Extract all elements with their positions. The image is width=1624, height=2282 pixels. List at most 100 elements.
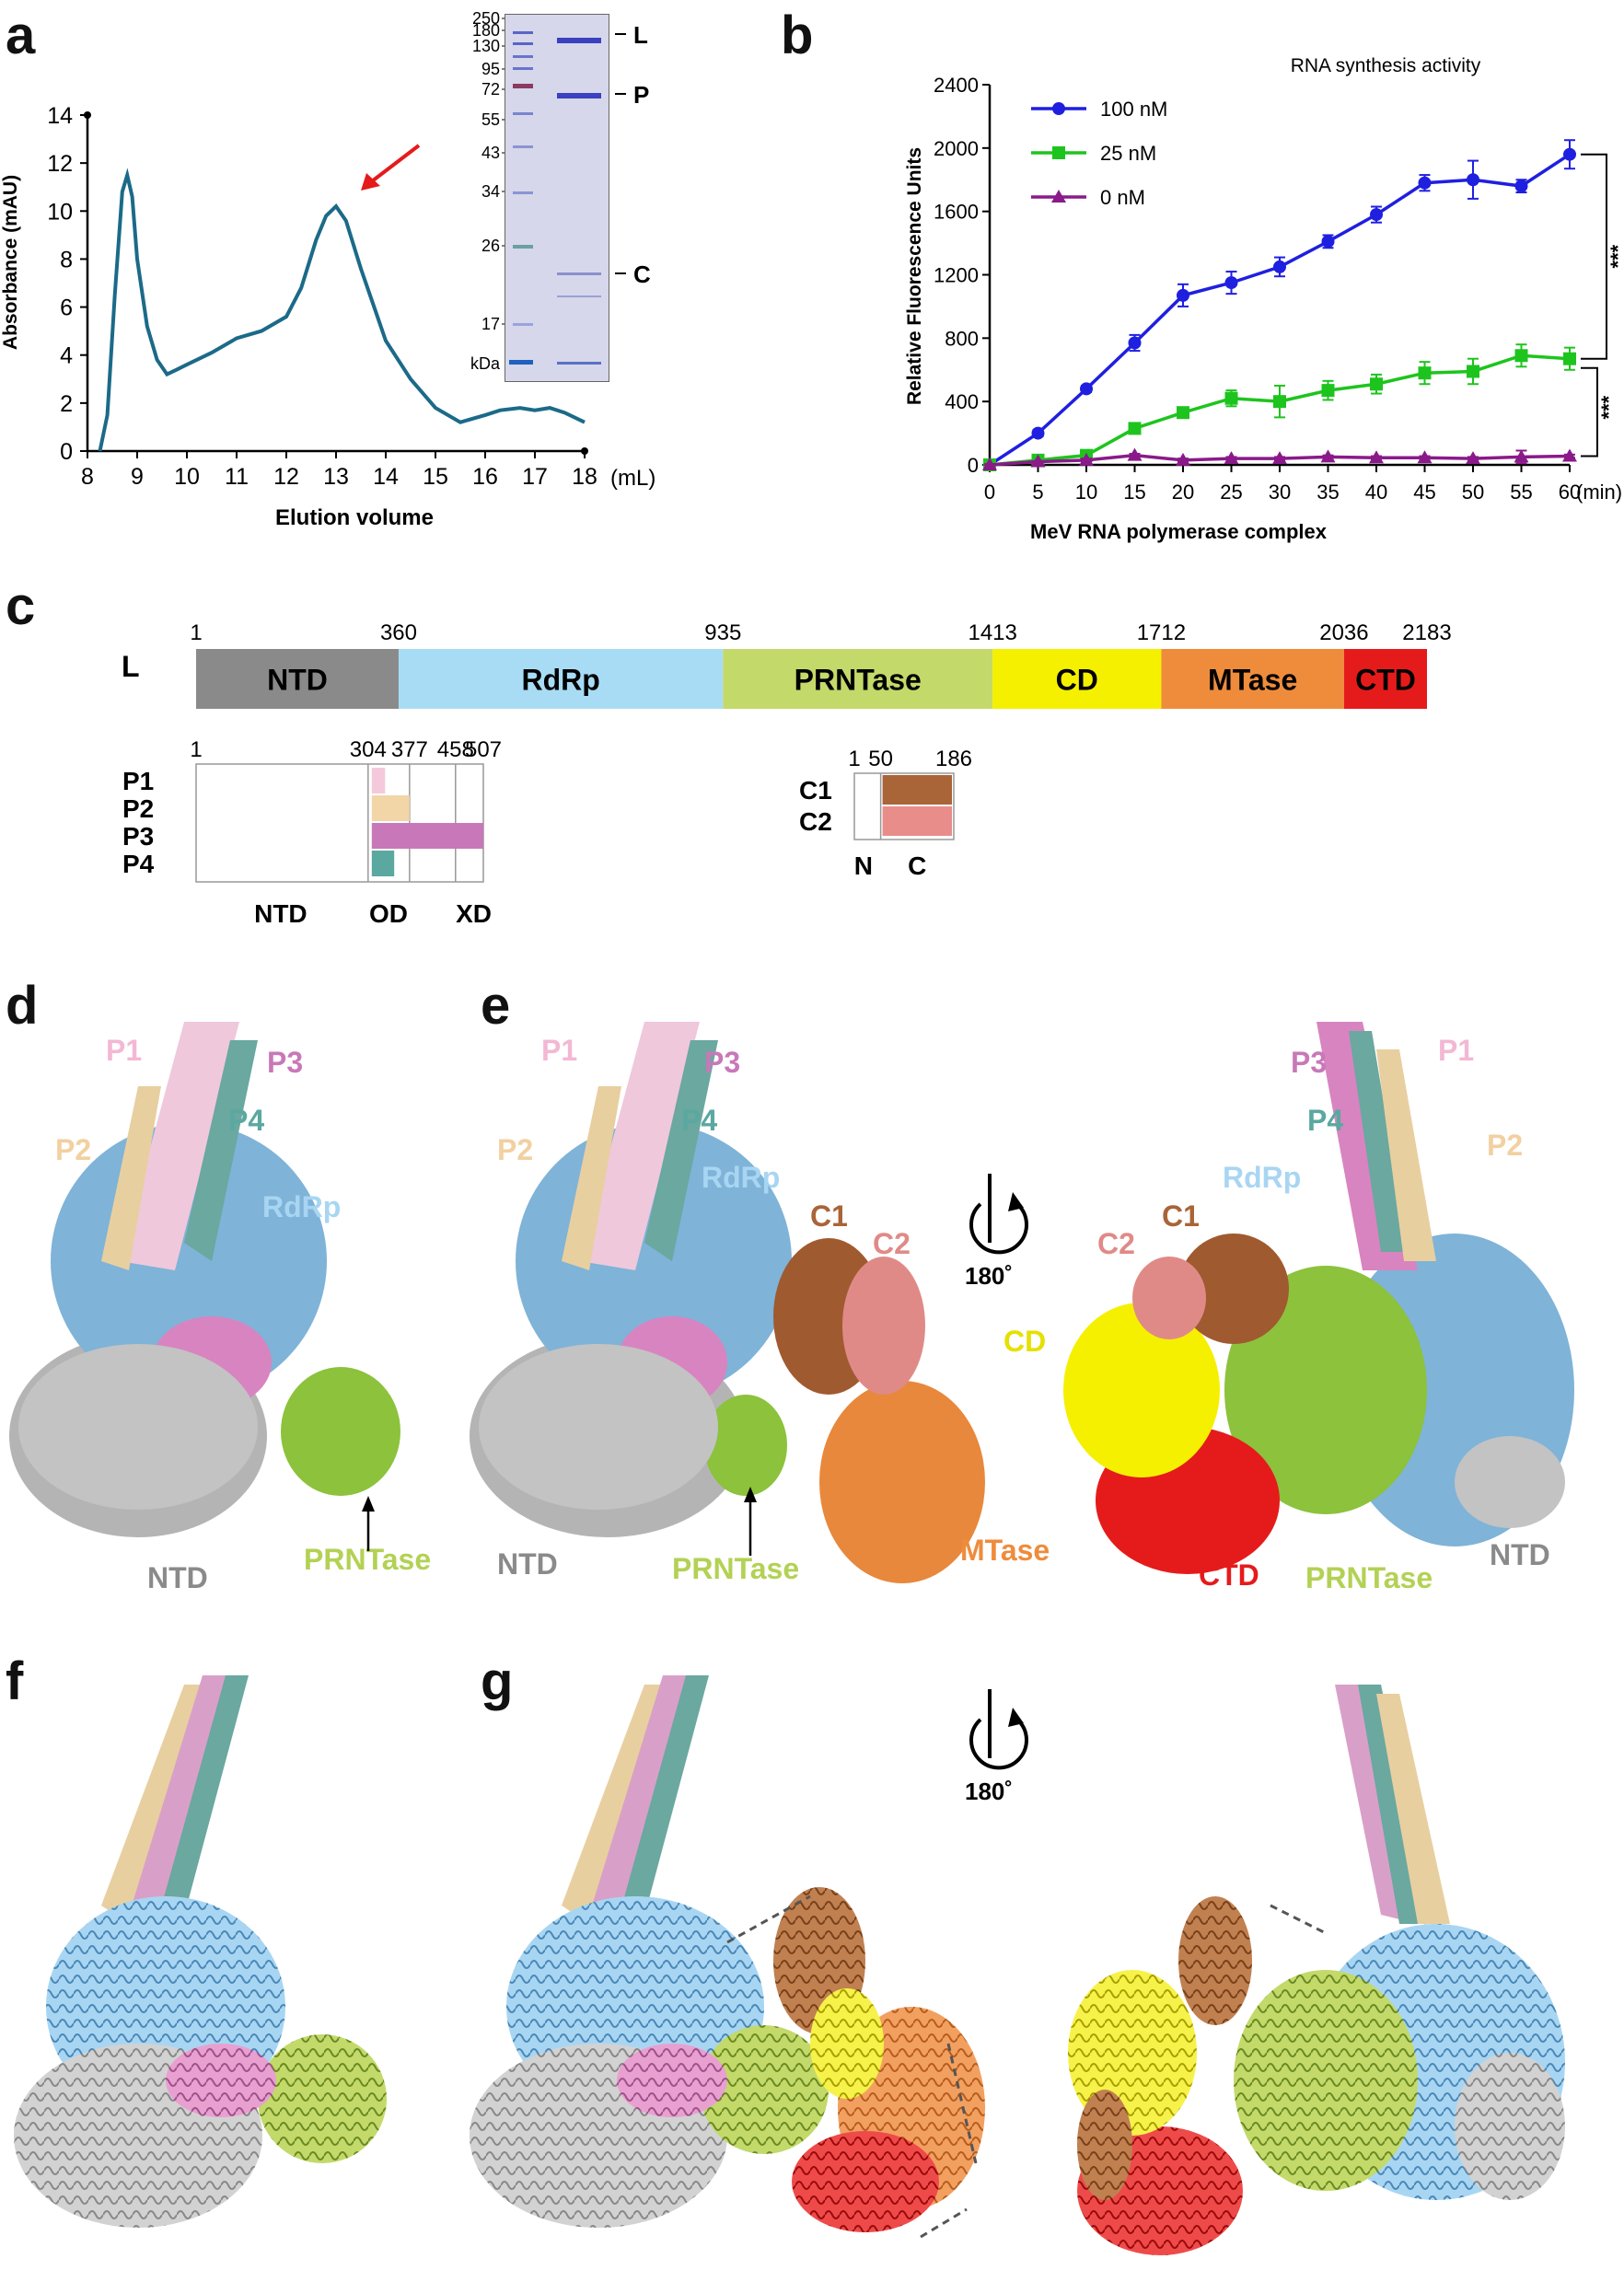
data-point: [1514, 180, 1528, 193]
label-PRNTase: PRNTase: [1305, 1561, 1433, 1594]
x-tick-label: 10: [174, 464, 200, 490]
gel-band-label-P: P: [633, 81, 649, 109]
gel-band-label-C: C: [633, 261, 651, 288]
data-point: [1418, 176, 1432, 190]
data-point: [1224, 391, 1238, 405]
panel-g-ribbon-left: [470, 1675, 985, 2239]
y-tick-label: 2000: [934, 137, 979, 160]
data-point: [1320, 449, 1336, 463]
label-RdRp: RdRp: [262, 1190, 341, 1223]
gel-marker-label: 130: [472, 37, 500, 55]
data-point: [1080, 382, 1093, 396]
domain-NTD: [196, 649, 399, 709]
panel-b-series: [982, 139, 1577, 471]
x-tick-label: 60: [1559, 481, 1581, 504]
data-point: [1052, 102, 1065, 115]
C-row-label: C1: [799, 776, 832, 805]
P-tick-label: 304: [350, 737, 387, 762]
data-point: [1467, 365, 1479, 378]
data-point: [1466, 451, 1480, 465]
panel-de-maps: P1 P3 P2 P4 RdRp NTD PRNTase P1 P3 P2 P4…: [9, 1022, 1574, 1594]
y-tick-label: 400: [945, 390, 979, 413]
y-tick-label: 2: [60, 391, 73, 417]
x-tick-label: 45: [1413, 481, 1435, 504]
domain-label-CTD: CTD: [1355, 664, 1416, 697]
data-point: [1467, 173, 1479, 187]
series-0-nM: [982, 447, 1577, 470]
y-axis-label: Relative Fluorescence Units: [904, 147, 925, 405]
y-axis-label: Absorbance (mAU): [0, 175, 21, 350]
P-tick-label: 1: [190, 737, 202, 762]
domain-PRNTase: [723, 649, 993, 709]
panel-d-map: [9, 1022, 400, 1537]
label-CTD: CTD: [1199, 1558, 1259, 1592]
sig-bracket: [1581, 153, 1607, 360]
panel-letter-d: d: [6, 976, 39, 1036]
rotation-label: 180˚: [965, 1262, 1013, 1290]
x-unit-label: (mL): [610, 466, 655, 491]
x-tick-label: 18: [572, 464, 597, 490]
data-point: [1051, 190, 1066, 203]
x-tick-label: 13: [323, 464, 349, 490]
legend-label: 25 nM: [1100, 142, 1156, 165]
x-tick-label: 50: [1462, 481, 1484, 504]
domain-label-NTD: NTD: [267, 664, 328, 697]
data-point: [1321, 384, 1335, 398]
y-tick-label: 6: [60, 295, 73, 321]
gel-bands: [509, 31, 601, 365]
data-point: [1030, 454, 1046, 468]
C-domain-label: C: [908, 851, 926, 880]
x-tick-label: 20: [1172, 481, 1194, 504]
C-domain-label: N: [854, 851, 873, 880]
label-P2: P2: [1487, 1129, 1523, 1162]
data-point: [1079, 452, 1094, 466]
label-RdRp: RdRp: [702, 1161, 780, 1194]
domain-label-MTase: MTase: [1208, 664, 1297, 697]
legend-label: 100 nM: [1100, 98, 1167, 121]
C-range-C1: [882, 775, 952, 805]
x-tick-label: 12: [273, 464, 299, 490]
data-point: [1052, 146, 1065, 159]
x-tick-label: 25: [1220, 481, 1242, 504]
L-label: L: [122, 650, 140, 683]
label-P3: P3: [267, 1046, 303, 1079]
data-point: [1563, 147, 1576, 161]
C-tick-label: 186: [935, 747, 972, 771]
label-PRNTase: PRNTase: [672, 1552, 799, 1585]
gel-marker-label: 55: [481, 110, 500, 129]
label-P3: P3: [1291, 1046, 1327, 1079]
x-tick-label: 10: [1075, 481, 1097, 504]
data-point: [1128, 422, 1142, 435]
label-NTD: NTD: [1490, 1538, 1550, 1571]
y-tick-label: 4: [60, 343, 73, 369]
domain-CD: [992, 649, 1162, 709]
data-point: [1417, 450, 1433, 464]
chart-title: RNA synthesis activity: [1291, 55, 1481, 76]
C-frame: [853, 772, 955, 840]
significance-brackets: *** ***: [1581, 153, 1624, 458]
P-domain-label: NTD: [254, 899, 307, 928]
label-C1: C1: [810, 1199, 848, 1233]
data-point: [1321, 235, 1335, 249]
panel-letter-f: f: [6, 1651, 24, 1711]
domain-MTase: [1161, 649, 1344, 709]
domain-RdRp: [398, 649, 724, 709]
L-tick-label: 1: [190, 620, 202, 645]
label-P3: P3: [704, 1046, 740, 1079]
data-point: [1128, 336, 1142, 350]
data-point: [1418, 366, 1432, 380]
L-tick-label: 2183: [1402, 620, 1451, 645]
gel-marker-label: 180: [472, 21, 500, 40]
rotation-label: 180˚: [965, 1778, 1013, 1805]
panel-e-map-right: [1063, 1022, 1574, 1574]
x-tick-label: 15: [1123, 481, 1145, 504]
series-100-nM: [983, 139, 1576, 471]
y-tick-label: 0: [60, 439, 73, 465]
panel-f-ribbon: [14, 1675, 387, 2228]
data-point: [1563, 352, 1576, 365]
P-range-P4: [371, 851, 395, 876]
label-P2: P2: [497, 1133, 533, 1166]
gel-marker-label: kDa: [470, 354, 501, 373]
C-range-C2: [882, 806, 952, 836]
